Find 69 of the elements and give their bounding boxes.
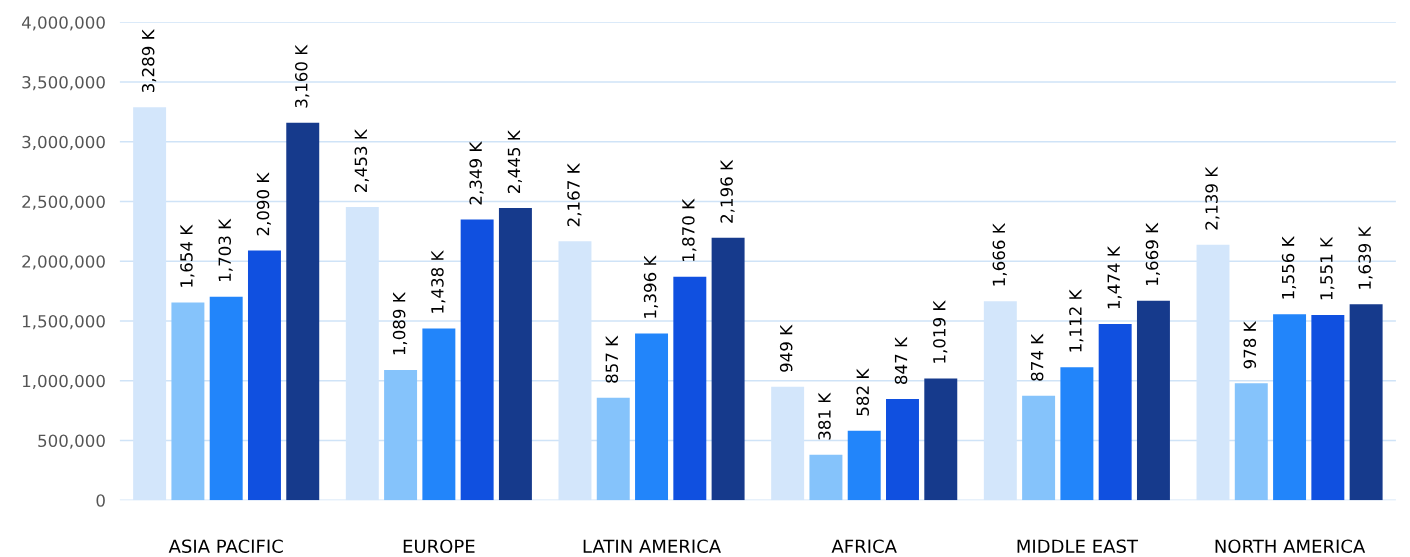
bar xyxy=(1234,383,1268,501)
data-label: 2,139 K xyxy=(1205,166,1220,230)
data-label: 582 K xyxy=(856,368,870,416)
x-tick-label: AFRICA xyxy=(831,539,897,554)
data-label: 1,019 K xyxy=(933,300,948,363)
data-label: 1,639 K xyxy=(1358,226,1373,289)
y-tick-label: 2,000,000 xyxy=(22,255,105,270)
data-label: 1,438 K xyxy=(431,250,446,313)
bar xyxy=(673,276,707,501)
bar xyxy=(460,219,494,501)
data-label: 1,703 K xyxy=(218,218,233,281)
data-label: 2,167 K xyxy=(567,163,582,227)
bar xyxy=(596,397,630,501)
data-label: 1,089 K xyxy=(392,291,408,355)
data-label: 381 K xyxy=(818,392,831,440)
data-label: 1,551 K xyxy=(1320,236,1335,300)
bar xyxy=(924,378,958,501)
bar xyxy=(1022,395,1056,501)
y-tick-label: 1,000,000 xyxy=(22,374,105,389)
bar xyxy=(847,430,881,501)
data-label: 1,474 K xyxy=(1107,245,1122,309)
bar xyxy=(171,302,205,501)
data-label: 874 K xyxy=(1030,333,1044,381)
bar xyxy=(209,296,243,501)
x-tick-label: EUROPE xyxy=(403,539,475,554)
data-label: 1,396 K xyxy=(643,255,659,318)
data-label: 1,112 K xyxy=(1069,289,1084,352)
bar xyxy=(1136,300,1170,501)
bar xyxy=(384,370,418,501)
y-tick-label: 4,000,000 xyxy=(21,16,105,31)
bar xyxy=(711,237,745,501)
data-label: 857 K xyxy=(605,335,619,383)
y-tick-label: 2,500,000 xyxy=(22,195,105,210)
data-label: 3,160 K xyxy=(294,44,310,108)
bar xyxy=(1311,314,1345,501)
data-label: 1,669 K xyxy=(1145,222,1160,286)
x-tick-label: NORTH AMERICA xyxy=(1215,539,1366,554)
bar xyxy=(247,250,281,501)
bar xyxy=(422,328,456,501)
bar xyxy=(635,333,669,501)
data-label: 1,666 K xyxy=(992,222,1007,286)
x-tick-label: MIDDLE EAST xyxy=(1017,539,1139,554)
bar xyxy=(886,398,919,501)
data-label: 3,289 K xyxy=(141,29,157,93)
x-tick-label: LATIN AMERICA xyxy=(583,539,721,554)
data-label: 1,654 K xyxy=(180,224,195,287)
y-tick-label: 3,000,000 xyxy=(22,135,105,151)
bar xyxy=(1273,314,1307,501)
data-label: 949 K xyxy=(779,324,793,372)
bar xyxy=(809,454,843,501)
bar xyxy=(498,208,532,501)
bar xyxy=(1098,324,1132,501)
x-tick-label: ASIA PACIFIC xyxy=(168,539,283,554)
data-label: 1,556 K xyxy=(1281,236,1297,299)
data-label: 2,090 K xyxy=(256,172,272,236)
bar xyxy=(1060,367,1094,501)
bar xyxy=(286,122,320,501)
y-tick-label: 0 xyxy=(96,494,105,507)
data-label: 2,349 K xyxy=(469,141,484,205)
data-label: 1,870 K xyxy=(682,198,697,262)
y-tick-label: 500,000 xyxy=(38,434,105,449)
data-label: 2,196 K xyxy=(720,159,735,223)
y-tick-label: 1,500,000 xyxy=(22,314,105,330)
data-label: 2,453 K xyxy=(354,128,369,192)
data-label: 847 K xyxy=(894,336,908,384)
data-label: 978 K xyxy=(1243,321,1257,369)
data-label: 2,445 K xyxy=(507,129,522,193)
bar xyxy=(1349,304,1383,501)
y-tick-label: 3,500,000 xyxy=(22,75,105,91)
